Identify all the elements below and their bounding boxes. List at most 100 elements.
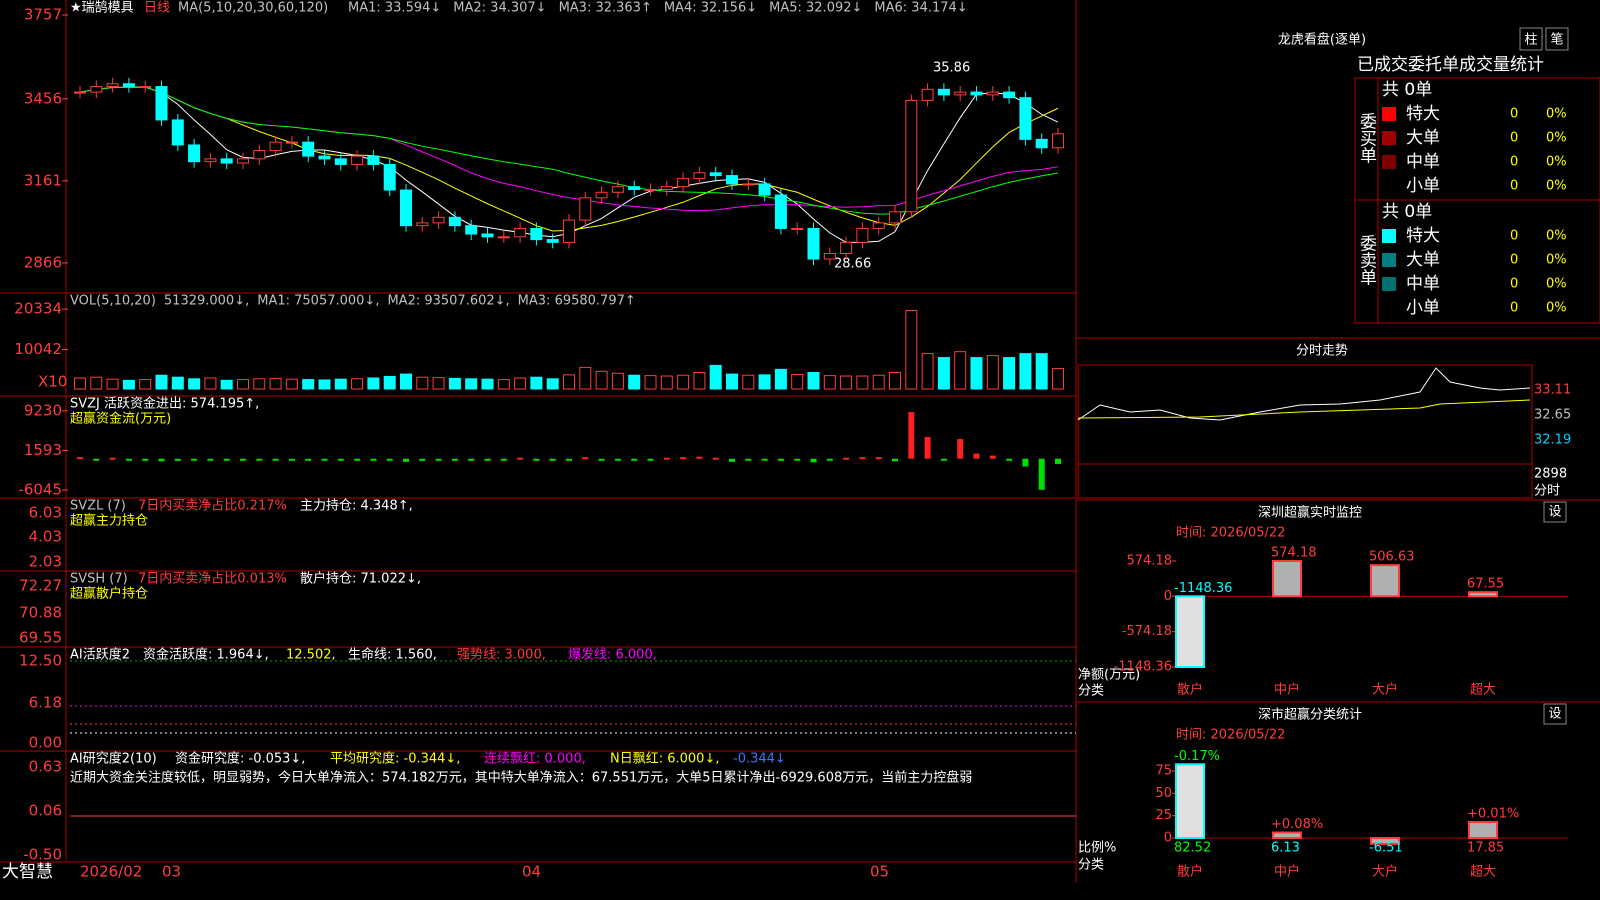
- volume-bar: [970, 357, 983, 390]
- candle: [595, 191, 608, 199]
- bar: [1175, 763, 1205, 839]
- volume-bar: [611, 372, 624, 390]
- volume-legend: MA3: 69580.797↑: [518, 294, 636, 309]
- ma-legend: MA5: 32.092↓: [769, 1, 862, 16]
- flow-bar: [745, 458, 752, 461]
- row-pct: 0%: [1546, 253, 1567, 268]
- flow-bar: [1038, 458, 1045, 490]
- volume-bar: [579, 366, 592, 390]
- volume-bar: [758, 374, 771, 390]
- candle: [106, 83, 119, 88]
- candle: [840, 241, 853, 254]
- volume-bar: [921, 353, 934, 390]
- button-label[interactable]: 设: [1548, 707, 1561, 722]
- y-tick-label: 9230: [24, 401, 62, 419]
- air-legend: -0.344↓: [733, 752, 786, 767]
- volume-bar: [546, 378, 559, 390]
- monitor-ylabel: 净额(万元): [1078, 668, 1140, 683]
- intraday-tick: 32.65: [1534, 408, 1571, 423]
- volume-bar: [90, 376, 103, 390]
- candle: [823, 252, 836, 260]
- candle: [302, 141, 315, 157]
- flow-bar: [924, 436, 931, 459]
- candle: [351, 155, 364, 165]
- candle: [318, 155, 331, 160]
- monitor-title: 深圳超赢实时监控: [1258, 505, 1362, 521]
- candle: [1019, 97, 1032, 140]
- monitor-time: 时间: 2026/05/22: [1176, 526, 1285, 541]
- ai-legend: 生命线: 1.560,: [348, 647, 437, 663]
- flow-bar: [957, 439, 964, 459]
- candle: [742, 183, 755, 186]
- volume-bar: [563, 374, 575, 390]
- monitor-xlabel: 分类: [1078, 684, 1104, 699]
- legend-swatch: [1382, 131, 1396, 145]
- value-label: 6.13: [1271, 841, 1300, 856]
- svzl-tick: 6.03: [29, 504, 62, 522]
- volume-bar: [171, 376, 184, 390]
- bar: [1175, 595, 1205, 668]
- air-legend: 连续飘红: 0.000,: [484, 751, 586, 767]
- volume-bar: [155, 374, 168, 390]
- candle: [269, 141, 282, 152]
- ma-params: MA(5,10,20,30,60,120): [178, 1, 328, 16]
- flow-bar: [614, 458, 621, 461]
- row-count: 0: [1510, 301, 1518, 316]
- svzl-tick: 4.03: [29, 528, 62, 546]
- candle: [937, 88, 950, 96]
- volume-bar: [1003, 357, 1016, 390]
- row-count: 0: [1510, 155, 1518, 170]
- flow-bar: [93, 458, 100, 461]
- volume-bar: [628, 374, 641, 390]
- candle: [74, 91, 86, 94]
- volume-legend: VOL(5,10,20): [70, 294, 156, 309]
- volume-legend: MA2: 93507.602↓,: [387, 294, 509, 309]
- flow-bar: [142, 458, 149, 461]
- button[interactable]: [1519, 27, 1543, 51]
- flow-bar: [468, 458, 475, 461]
- ma-legend: MA3: 32.363↑: [559, 1, 652, 16]
- volume-bar: [530, 376, 543, 390]
- svsh-sub: 超赢散户持仓: [70, 586, 148, 602]
- volume-bar: [693, 371, 706, 390]
- flow-bar: [533, 458, 540, 461]
- flow-bar: [875, 457, 882, 460]
- button-label[interactable]: 设: [1548, 505, 1561, 520]
- candle: [579, 197, 592, 221]
- legend-swatch: [1382, 155, 1396, 169]
- volume-bar: [318, 379, 331, 390]
- button[interactable]: [1545, 27, 1569, 51]
- candle: [856, 227, 869, 243]
- flow-bar: [223, 458, 230, 461]
- flow-bar: [598, 458, 605, 461]
- change-label: -0.17%: [1174, 749, 1220, 764]
- volume-bar: [285, 378, 298, 390]
- row-pct: 0%: [1546, 301, 1567, 316]
- button-label[interactable]: 柱: [1524, 33, 1537, 48]
- intraday-vol-tick: 2898: [1534, 467, 1567, 482]
- candle: [367, 155, 380, 165]
- button[interactable]: [1543, 501, 1567, 523]
- legend-swatch: [1382, 107, 1396, 121]
- candle: [546, 239, 559, 243]
- candle: [530, 227, 543, 241]
- air-legend: 资金研究度: -0.053↓,: [175, 751, 305, 767]
- y-tick-label: 3757: [24, 6, 62, 24]
- classify-ylabel: 比例%: [1078, 841, 1116, 856]
- y-tick-label: 0: [1164, 589, 1172, 604]
- date-label: 03: [162, 863, 181, 881]
- button-label[interactable]: 笔: [1550, 32, 1563, 48]
- air-legend: 平均研究度: -0.344↓,: [330, 751, 460, 767]
- flow-bar: [288, 458, 295, 461]
- category-label: 超大: [1470, 865, 1496, 880]
- flow-bar: [680, 457, 687, 460]
- candle: [334, 158, 347, 165]
- y-tick-label: 20334: [14, 300, 62, 318]
- row-label: 大单: [1406, 250, 1440, 270]
- button[interactable]: [1543, 703, 1567, 725]
- flow-bar: [207, 458, 214, 461]
- candle: [611, 186, 624, 193]
- flow-bar: [794, 458, 801, 461]
- ai-legend: 12.502,: [286, 648, 336, 663]
